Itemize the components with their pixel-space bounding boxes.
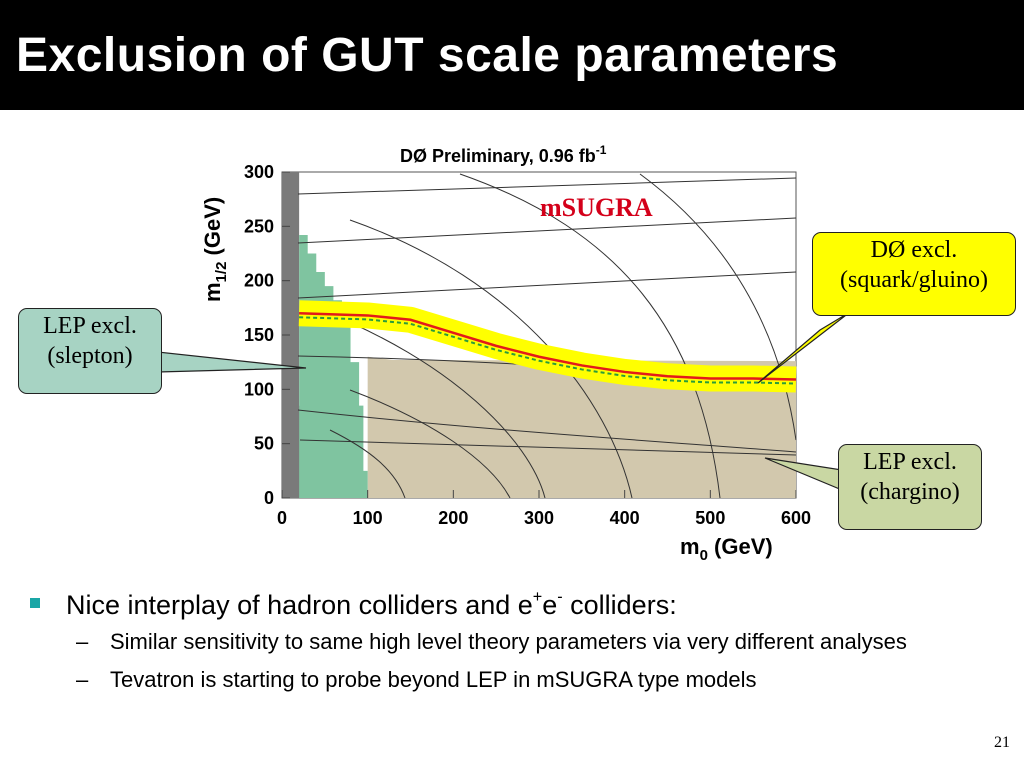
title-bar: Exclusion of GUT scale parameters [0, 0, 1024, 110]
dzero-green-dashed-line [299, 316, 797, 385]
x-tick-label: 100 [353, 508, 383, 528]
x-tick-label: 400 [610, 508, 640, 528]
theoretically-excluded-region [282, 172, 347, 498]
y-tick-label: 200 [244, 271, 274, 291]
dzero-callout-pointer [757, 311, 851, 384]
theory-excluded-area [282, 172, 347, 498]
dzero-callout: DØ excl. (squark/gluino) [812, 232, 1016, 316]
x-tick-label: 300 [524, 508, 554, 528]
axis-ticks: 0 100 200 300 400 500 600 0 50 100 150 200 250 300 [244, 162, 811, 528]
x-axis-label: m0 (GeV) [680, 534, 773, 564]
page-number: 21 [994, 734, 1010, 751]
plot-title: DØ Preliminary, 0.96 fb-1 [400, 143, 607, 166]
bullet-text: e [542, 590, 558, 620]
sub-bullet: – Tevatron is starting to probe beyond L… [30, 666, 1010, 694]
bullet-sup: + [532, 588, 543, 606]
bullet-main: Nice interplay of hadron colliders and e… [30, 588, 1010, 622]
dash-icon: – [76, 629, 89, 654]
sub-bullet: – Similar sensitivity to same high level… [30, 628, 1010, 656]
y-tick-label: 300 [244, 162, 274, 182]
x-tick-label: 500 [695, 508, 725, 528]
y-tick-label: 0 [264, 488, 274, 508]
lep-chargino-callout: LEP excl. (chargino) [838, 444, 982, 530]
x-tick-label: 200 [438, 508, 468, 528]
y-axis-label: m1/2 (GeV) [200, 197, 230, 302]
bullet-sup: - [557, 588, 563, 606]
sub-bullet-text: Similar sensitivity to same high level t… [110, 629, 907, 654]
y-tick-label: 250 [244, 216, 274, 236]
model-label: mSUGRA [540, 193, 653, 222]
dzero-red-line [299, 312, 797, 381]
bullet-text: colliders: [562, 590, 677, 620]
lep-slepton-area [299, 235, 368, 498]
callout-line: LEP excl. [43, 313, 137, 339]
x-tick-label: 600 [781, 508, 811, 528]
slide-title: Exclusion of GUT scale parameters [16, 29, 839, 82]
x-tick-label: 0 [277, 508, 287, 528]
bullet-square-icon [30, 598, 40, 608]
y-tick-label: 50 [254, 434, 274, 454]
callout-line: LEP excl. [863, 449, 957, 475]
sub-bullet-text: Tevatron is starting to probe beyond LEP… [110, 667, 757, 692]
mass-contours [297, 173, 797, 499]
callout-line: (squark/gluino) [840, 267, 988, 293]
lep-chargino-area [367, 356, 796, 498]
lep-slepton-callout: LEP excl. (slepton) [18, 308, 162, 394]
dash-icon: – [76, 667, 89, 692]
y-tick-label: 150 [244, 325, 274, 345]
lep-slepton-region [299, 235, 368, 498]
lep-chargino-region [367, 356, 796, 498]
callout-line: (chargino) [860, 479, 960, 505]
y-tick-label: 100 [244, 379, 274, 399]
bullet-text: Nice interplay of hadron colliders and e [66, 590, 533, 620]
dzero-exclusion-band [298, 300, 797, 393]
bullet-list: Nice interplay of hadron colliders and e… [30, 588, 1010, 694]
callout-line: DØ excl. [870, 237, 958, 263]
callout-line: (slepton) [47, 343, 133, 369]
